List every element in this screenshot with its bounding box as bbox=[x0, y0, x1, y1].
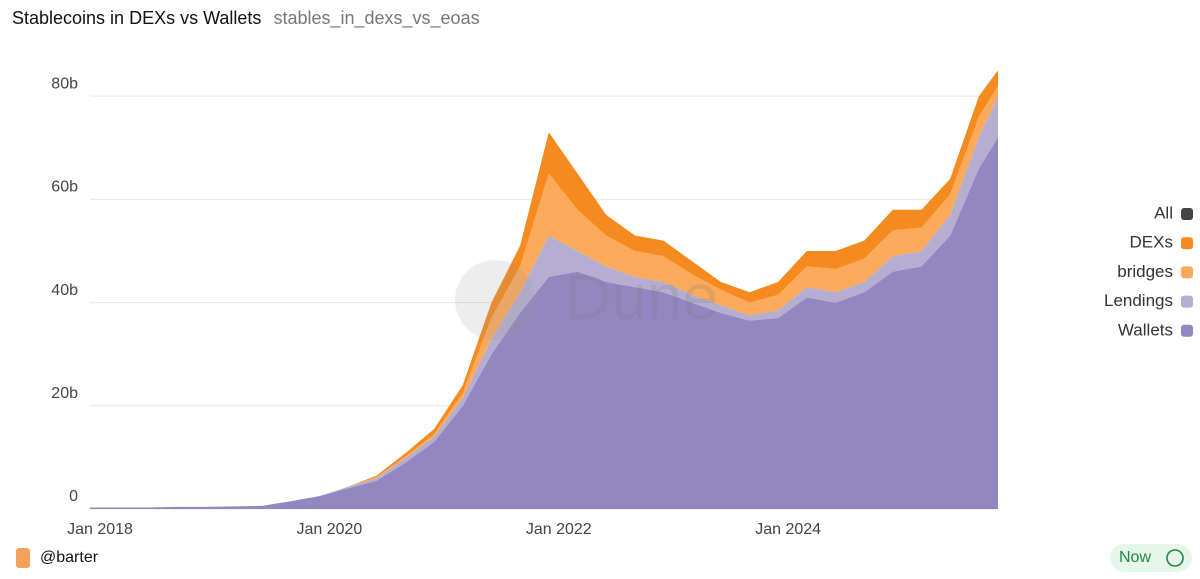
area bbox=[90, 137, 998, 509]
x-tick-label: Jan 2020 bbox=[296, 521, 362, 538]
y-tick-label: 0 bbox=[69, 488, 78, 505]
y-tick-label: 40b bbox=[51, 282, 78, 299]
author-icon bbox=[16, 548, 30, 568]
x-tick-label: Jan 2024 bbox=[755, 521, 821, 538]
timestamp-icon bbox=[1166, 549, 1184, 567]
watermark-text: Dune bbox=[565, 261, 718, 333]
legend-swatch bbox=[1181, 295, 1193, 308]
y-tick-label: 60b bbox=[51, 179, 78, 196]
watermark-logo bbox=[455, 260, 535, 340]
x-tick-label: Jan 2022 bbox=[526, 521, 592, 538]
x-tick-label: Jan 2018 bbox=[67, 521, 133, 538]
y-tick-label: 20b bbox=[51, 385, 78, 402]
legend-swatch bbox=[1181, 208, 1193, 220]
timestamp: Now bbox=[1119, 549, 1151, 566]
legend-swatch bbox=[1181, 266, 1193, 279]
legend-label: All bbox=[1154, 203, 1173, 222]
author: @barter bbox=[40, 549, 99, 566]
legend-label: bridges bbox=[1117, 262, 1173, 281]
legend-swatch bbox=[1181, 237, 1193, 250]
area bbox=[90, 70, 998, 508]
watermark: Dune bbox=[455, 260, 718, 340]
legend-label: Lendings bbox=[1104, 291, 1173, 310]
legend-label: Wallets bbox=[1118, 320, 1173, 339]
chart-title: Stablecoins in DEXs vs Wallets bbox=[12, 8, 261, 28]
chart-subtitle: stables_in_dexs_vs_eoas bbox=[273, 8, 479, 29]
y-tick-label: 80b bbox=[51, 75, 78, 92]
legend-swatch bbox=[1181, 324, 1193, 337]
legend-label: DEXs bbox=[1130, 233, 1173, 252]
plot bbox=[90, 70, 998, 510]
